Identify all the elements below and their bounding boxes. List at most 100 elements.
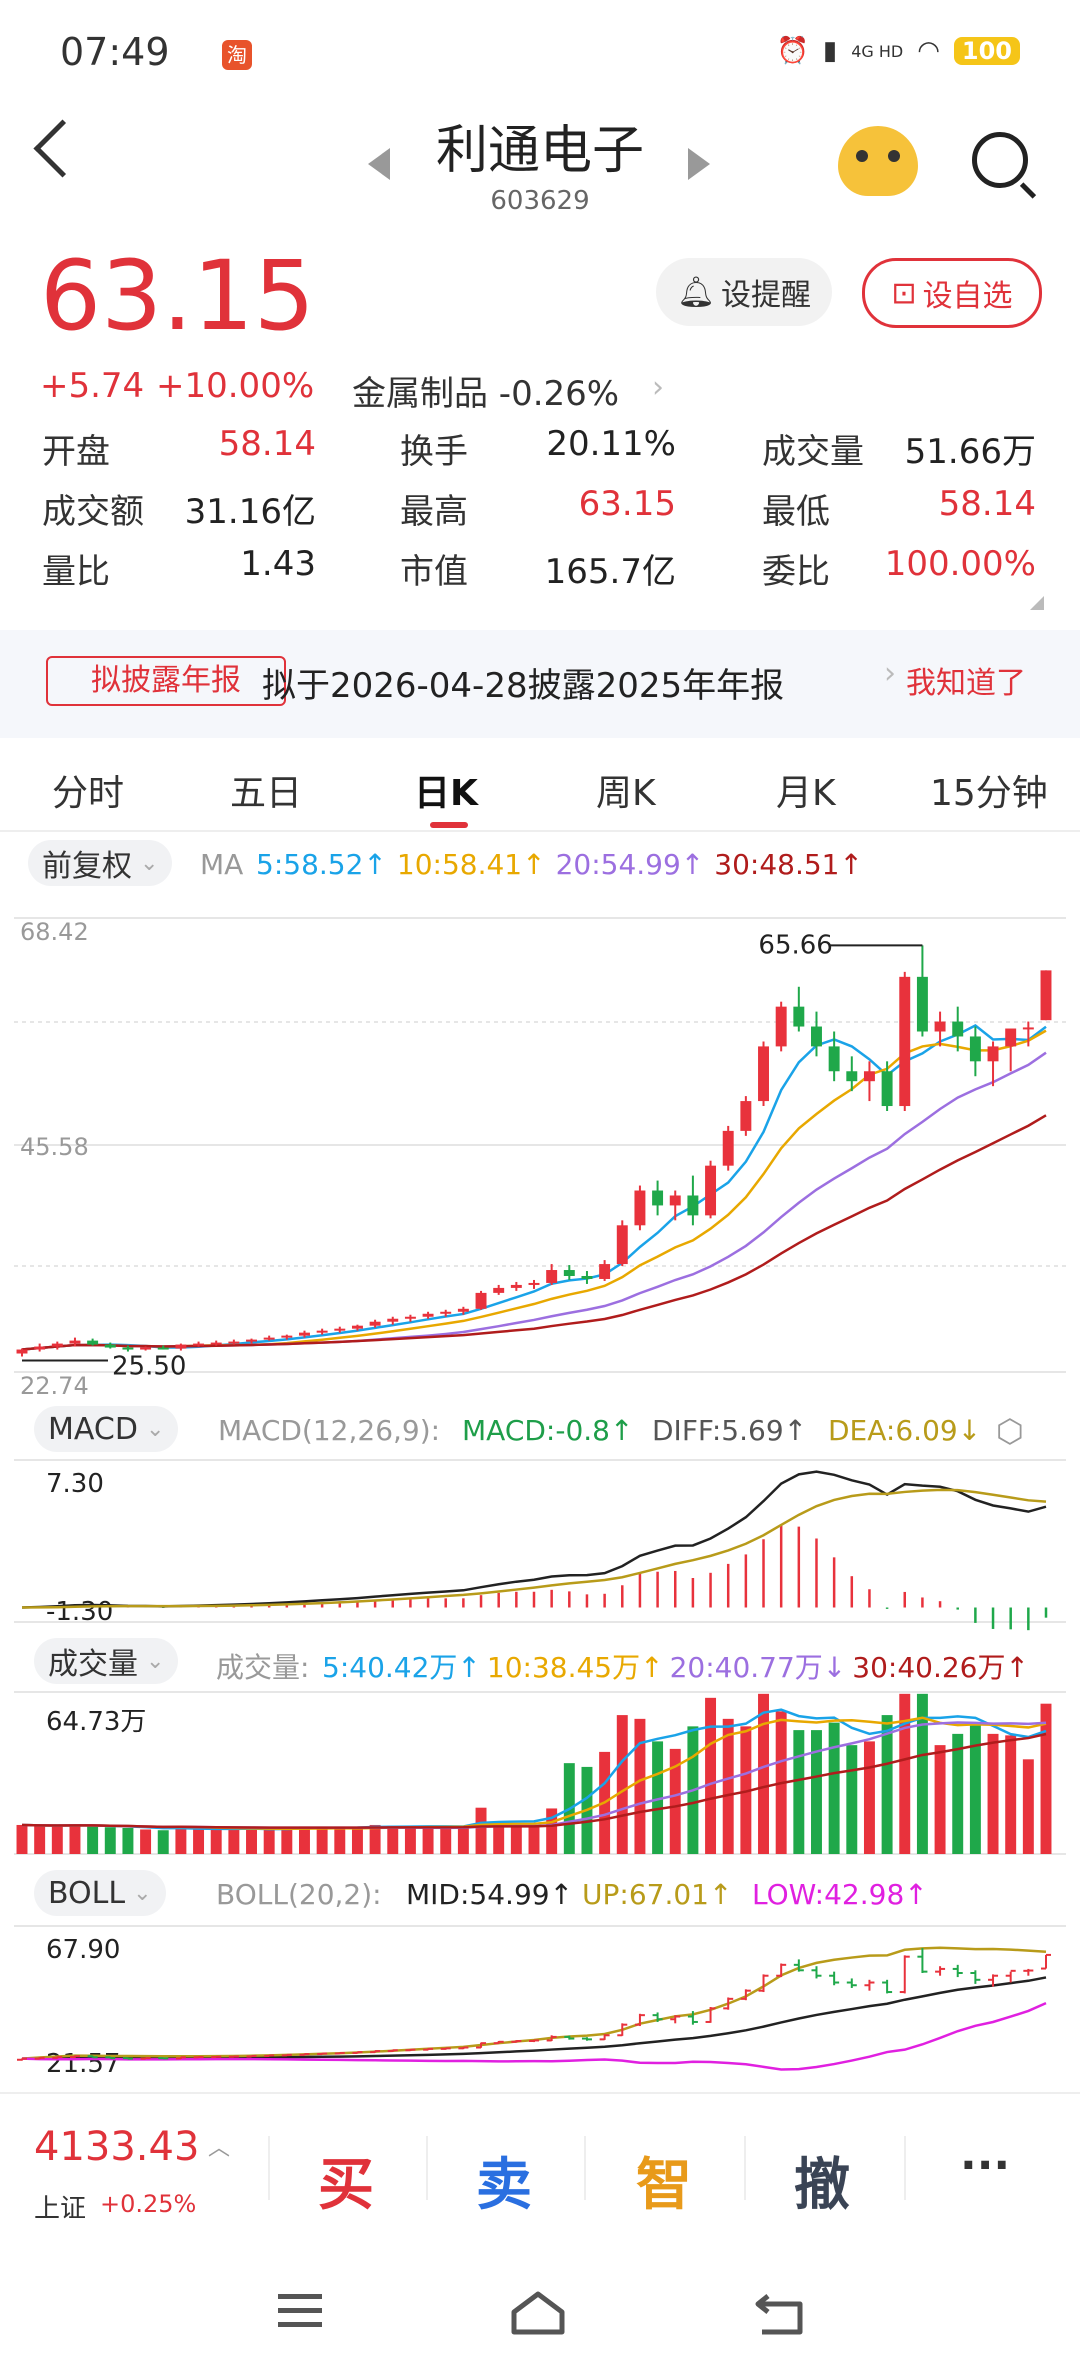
volume-bar [669, 1748, 681, 1854]
candle [316, 1330, 328, 1333]
volume-bar [369, 1824, 381, 1854]
expand-corner-icon[interactable] [1030, 596, 1044, 610]
volume-bar [69, 1824, 81, 1854]
tab-0[interactable]: 分时 [52, 773, 125, 814]
more-button[interactable]: ··· [960, 2140, 1011, 2191]
settings-icon[interactable]: ⬡ [996, 1412, 1024, 1450]
macd-select[interactable]: MACD ⌄ [34, 1406, 179, 1452]
volume-title: 成交量: [216, 1651, 310, 1684]
boll-select[interactable]: BOLL ⌄ [34, 1870, 166, 1916]
volume-bar [846, 1745, 858, 1854]
kline-chart[interactable]: 68.42 45.58 22.74 65.66 25.50 7.30 -1.30 64.73万… [0, 890, 1080, 2090]
set-alert-button[interactable]: 🔔︎ 设提醒 [656, 258, 832, 326]
volume-bar [811, 1730, 822, 1854]
volume-select-label: 成交量 [48, 1647, 138, 1682]
tab-1[interactable]: 五日 [230, 773, 303, 814]
y-axis-min: 22.74 [20, 1372, 89, 1400]
mascot-icon[interactable] [838, 126, 918, 196]
status-icons: ⏰ ▮ 4G HD ◠ 100 [777, 36, 1020, 66]
volume-bar [16, 1824, 28, 1854]
buy-button[interactable]: 买 [318, 2153, 374, 2218]
volume-bar [758, 1693, 769, 1854]
ma-value-3: 30:48.51↑ [714, 848, 863, 881]
volume-axis-max: 64.73万 [46, 1707, 146, 1737]
tab-5[interactable]: 15分钟 [930, 773, 1048, 814]
candle [846, 1071, 858, 1082]
boll-select-label: BOLL [48, 1875, 126, 1911]
candle [122, 1347, 134, 1350]
quote-label: 最低 [762, 492, 830, 532]
add-watchlist-button[interactable]: ⊡ 设自选 [862, 258, 1042, 328]
y-axis-mid: 45.58 [20, 1133, 89, 1161]
candle [881, 1071, 893, 1107]
diff-value: DIFF:5.69↑ [652, 1414, 808, 1447]
divider [426, 2136, 428, 2200]
candle [457, 1308, 469, 1312]
adjust-select[interactable]: 前复权 ⌄ [28, 840, 173, 886]
ma-value-0: 5:58.52↑ [256, 848, 387, 881]
divider [268, 2136, 270, 2200]
notice-tag: 拟披露年报 [46, 656, 286, 706]
current-price: 63.15 [40, 240, 315, 352]
volume-bar [863, 1741, 875, 1854]
sector-link[interactable]: 金属制品 -0.26% [352, 374, 620, 414]
volume-bar [546, 1808, 558, 1854]
quote-value: 20.11% [546, 424, 676, 464]
tab-2[interactable]: 日K [414, 773, 478, 814]
candle [969, 1036, 981, 1062]
candle [758, 1046, 769, 1102]
candle [404, 1316, 416, 1319]
candle [87, 1340, 99, 1345]
volume-bar [440, 1827, 452, 1854]
menu-icon[interactable] [276, 2290, 324, 2336]
cancel-order-button[interactable]: 撤 [794, 2153, 850, 2218]
volume-bar [722, 1718, 734, 1854]
candle [722, 1130, 734, 1166]
boll-up: UP:67.01↑ [582, 1878, 733, 1911]
index-value[interactable]: 4133.43 [34, 2124, 200, 2170]
volume-bar [228, 1829, 240, 1854]
smart-button[interactable]: 智 [636, 2153, 692, 2218]
boll-low-line [21, 2001, 1047, 2071]
candle [1005, 1028, 1017, 1047]
volume-bar [422, 1826, 434, 1854]
next-stock-icon[interactable] [688, 148, 710, 180]
volume-bar [510, 1824, 522, 1854]
candle [475, 1292, 487, 1309]
candle [69, 1340, 81, 1344]
tab-4[interactable]: 月K [776, 773, 836, 814]
notice-text: 拟于2026-04-28披露2025年年报 [262, 666, 785, 706]
low-label: 25.50 [112, 1351, 186, 1381]
volume-bar [1040, 1703, 1052, 1854]
app-notification-icon: 淘 [222, 40, 252, 70]
tab-3[interactable]: 周K [596, 773, 656, 814]
chevron-right-icon: › [652, 370, 664, 405]
candle [281, 1335, 293, 1338]
volume-select[interactable]: 成交量 ⌄ [34, 1638, 179, 1684]
divider [0, 830, 1080, 832]
volume-bar [457, 1825, 469, 1854]
prev-stock-icon[interactable] [368, 148, 390, 180]
volume-bar [934, 1745, 946, 1854]
candle [228, 1341, 240, 1344]
bottom-action-bar [0, 2092, 1080, 2224]
candle [157, 1347, 169, 1350]
quote-value: 31.16亿 [184, 492, 316, 532]
sell-button[interactable]: 卖 [476, 2153, 532, 2218]
volume-bar [705, 1697, 717, 1854]
dismiss-notice-link[interactable]: 我知道了 [906, 666, 1026, 701]
candle [811, 1026, 822, 1047]
y-axis-max: 68.42 [20, 918, 89, 946]
search-icon[interactable] [972, 132, 1028, 188]
volume-bar [493, 1822, 505, 1854]
home-icon[interactable] [510, 2290, 566, 2340]
add-watchlist-label: 设自选 [922, 279, 1013, 314]
volume-bar [210, 1829, 222, 1854]
candle [705, 1165, 717, 1216]
volume-bar [987, 1733, 999, 1854]
quote-label: 市值 [400, 552, 468, 592]
candle [546, 1270, 558, 1283]
notice-bar [0, 630, 1080, 738]
back-nav-icon[interactable] [754, 2290, 806, 2340]
volume-bar [404, 1827, 416, 1854]
